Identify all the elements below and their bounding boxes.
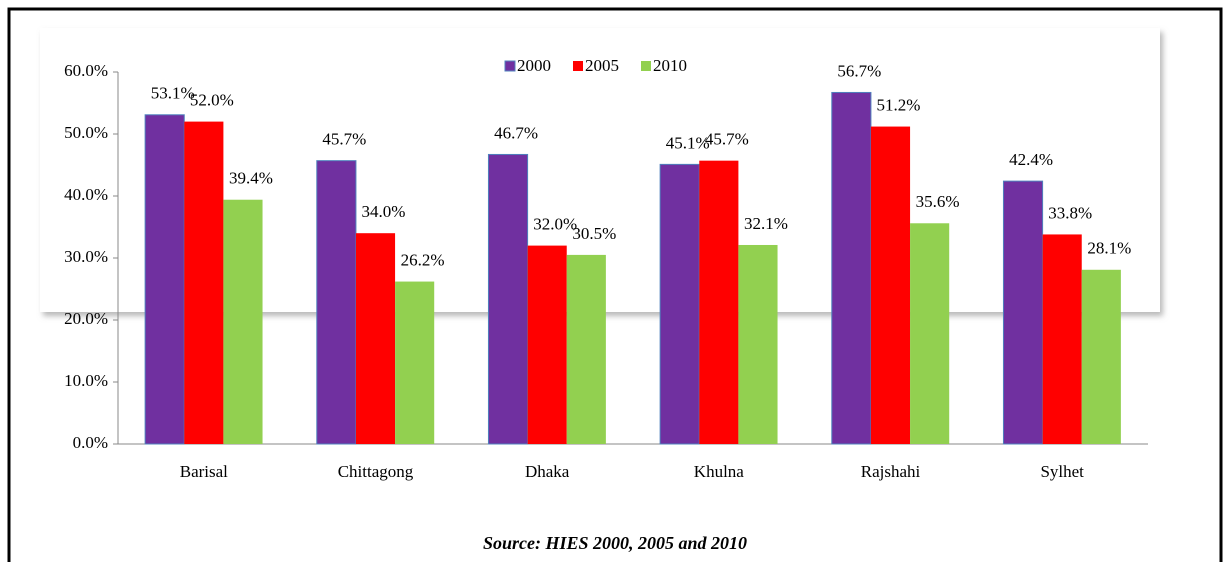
y-tick-label: 0.0% [73, 433, 108, 452]
bar [144, 114, 185, 445]
source-note: Source: HIES 2000, 2005 and 2010 [483, 533, 747, 553]
value-label: 42.4% [1009, 150, 1053, 169]
value-label: 45.7% [705, 130, 749, 149]
bar [738, 244, 778, 444]
bar [527, 245, 567, 444]
value-label: 51.2% [877, 95, 921, 114]
y-tick-label: 30.0% [64, 247, 108, 266]
value-label: 32.0% [533, 215, 577, 234]
y-tick-label: 60.0% [64, 61, 108, 80]
y-tick-label: 50.0% [64, 123, 108, 142]
value-label: 34.0% [362, 202, 406, 221]
page-border [7, 7, 1223, 562]
value-label: 30.5% [572, 224, 616, 243]
value-label: 32.1% [744, 214, 788, 233]
y-tick-label: 40.0% [64, 185, 108, 204]
bar [1081, 269, 1121, 444]
value-label: 52.0% [190, 91, 234, 110]
bar [1002, 180, 1044, 445]
legend-swatch [641, 61, 651, 71]
bar [831, 91, 872, 445]
value-label: 33.8% [1048, 203, 1092, 222]
bar [395, 281, 435, 444]
x-tick-label: Barisal [180, 462, 228, 481]
value-label: 46.7% [494, 123, 538, 142]
value-label: 56.7% [837, 61, 881, 80]
bar [355, 233, 396, 444]
x-tick-label: Rajshahi [861, 462, 921, 481]
legend-swatch [573, 61, 583, 71]
value-label: 53.1% [151, 84, 195, 103]
x-tick-label: Khulna [694, 462, 745, 481]
value-label: 26.2% [401, 250, 445, 269]
value-label: 35.6% [916, 192, 960, 211]
bar [659, 163, 700, 445]
y-tick-label: 20.0% [64, 309, 108, 328]
bar [566, 254, 606, 444]
bar [699, 160, 739, 444]
x-tick-label: Chittagong [338, 462, 414, 481]
bar [184, 121, 224, 444]
bar [223, 199, 263, 444]
legend-label: 2000 [517, 56, 551, 75]
x-tick-label: Dhaka [525, 462, 570, 481]
bar [910, 223, 950, 444]
value-label: 39.4% [229, 169, 273, 188]
legend-label: 2010 [653, 56, 687, 75]
value-label: 28.1% [1087, 239, 1131, 258]
legend-label: 2005 [585, 56, 619, 75]
bar [870, 126, 911, 444]
bar [1042, 234, 1082, 444]
y-tick-label: 10.0% [64, 371, 108, 390]
bar [316, 160, 357, 445]
value-label: 45.7% [322, 130, 366, 149]
value-label: 45.1% [666, 133, 710, 152]
x-tick-label: Sylhet [1040, 462, 1084, 481]
legend-swatch [504, 60, 516, 72]
bar [487, 153, 529, 445]
